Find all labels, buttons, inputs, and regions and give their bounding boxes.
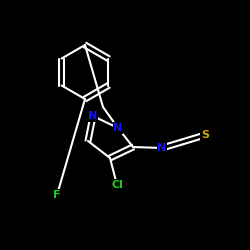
Text: N: N	[88, 111, 98, 121]
Text: S: S	[201, 130, 209, 140]
Text: Cl: Cl	[111, 180, 123, 190]
Text: N: N	[114, 123, 122, 133]
Text: F: F	[53, 190, 61, 200]
Text: N: N	[158, 143, 166, 153]
